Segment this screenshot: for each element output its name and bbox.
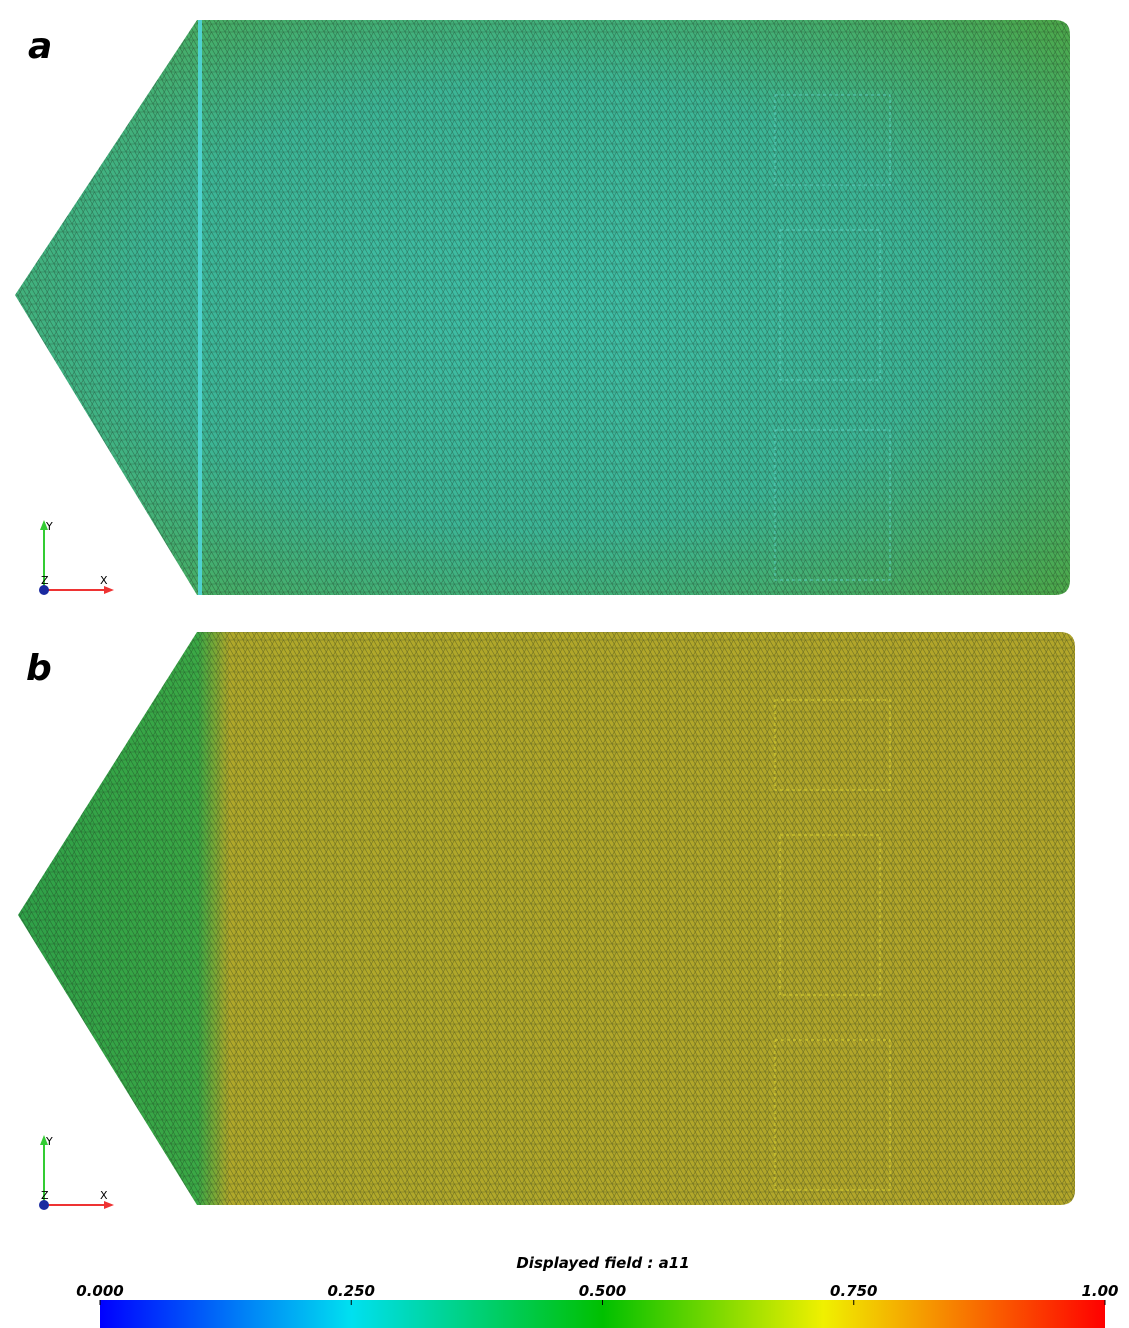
axis-label: Z [41, 574, 49, 587]
axis-label: Z [41, 1189, 49, 1202]
colorbar-tick-label: 0.750 [830, 1282, 877, 1300]
y-arrow-head [40, 1135, 48, 1145]
axis-label: X [100, 574, 108, 587]
panel-b: b [18, 632, 1075, 1205]
colorbar-tick-label: 0.500 [579, 1282, 626, 1300]
axis-triad: Y X Z [39, 1135, 114, 1210]
z-axis-dot [39, 585, 49, 595]
panel-label: a [28, 26, 52, 67]
panel-label: b [26, 648, 52, 689]
x-arrow-head [104, 1201, 114, 1209]
colorbar-tick-label: 0.250 [328, 1282, 375, 1300]
axis-label: Y [45, 1135, 53, 1148]
panel-a: a [15, 20, 1070, 595]
z-axis-dot [39, 1200, 49, 1210]
x-arrow-head [104, 586, 114, 594]
colorbar-tick-label: 0.000 [76, 1282, 123, 1300]
axis-triad: Y X Z [39, 520, 114, 595]
axis-label: Y [45, 520, 53, 533]
colorbar-tick-label: 1.00 [1081, 1282, 1118, 1300]
axis-label: X [100, 1189, 108, 1202]
y-arrow-head [40, 520, 48, 530]
colorbar-title: Displayed field : a11 [516, 1254, 689, 1272]
